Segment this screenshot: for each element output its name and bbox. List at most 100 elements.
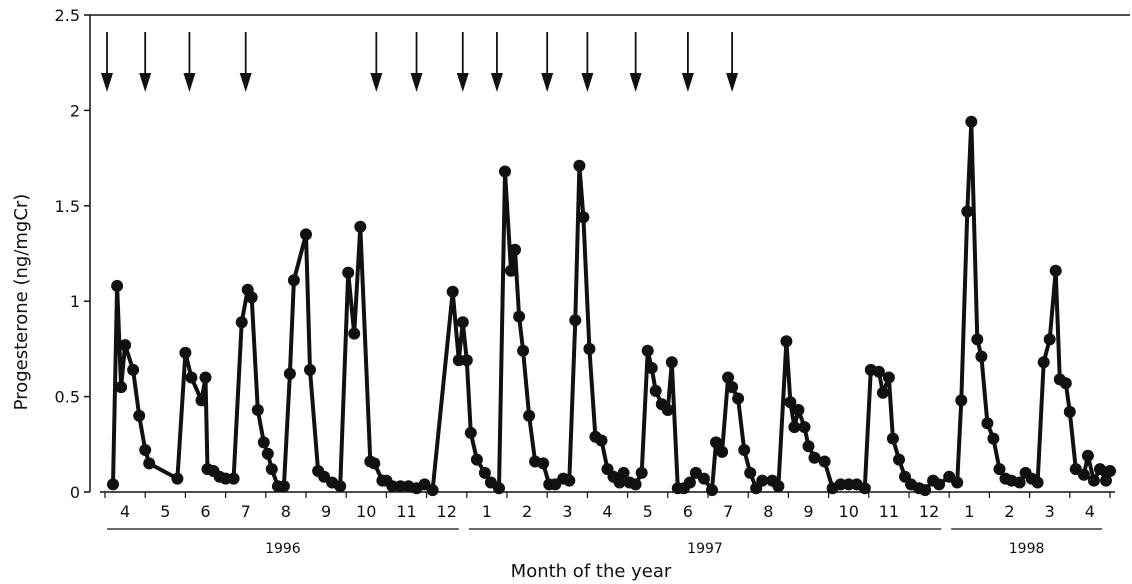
data-point	[772, 480, 785, 493]
month-label: 3	[562, 502, 572, 521]
month-label: 8	[281, 502, 291, 521]
data-point	[342, 266, 355, 279]
data-point	[195, 394, 208, 407]
data-point	[1094, 463, 1106, 476]
data-point	[629, 478, 642, 491]
y-axis: 0 0.5 1 1.5 2 2.5	[55, 6, 90, 502]
arrow-marker	[183, 32, 196, 92]
month-label: 6	[200, 502, 210, 521]
data-point	[1031, 476, 1044, 489]
month-label: 6	[683, 502, 693, 521]
data-point	[493, 482, 505, 495]
data-point	[348, 327, 361, 340]
month-label: 4	[602, 502, 612, 521]
data-point	[185, 371, 198, 384]
y-axis-title: Progesterone (ng/mgCr)	[11, 194, 32, 411]
data-point	[726, 381, 739, 394]
data-point	[537, 457, 550, 470]
data-point	[792, 404, 805, 416]
month-label: 12	[919, 502, 939, 521]
data-point	[509, 243, 521, 256]
data-point	[1049, 264, 1062, 277]
data-point	[277, 480, 290, 493]
data-point	[470, 453, 483, 466]
data-point	[1100, 474, 1112, 487]
data-point	[143, 457, 156, 470]
month-label: 10	[839, 502, 859, 521]
data-point	[1043, 333, 1056, 346]
data-point	[115, 381, 128, 394]
y-tick-label: 1	[70, 292, 80, 311]
data-point	[1037, 356, 1050, 369]
data-point	[563, 474, 576, 487]
data-point	[577, 211, 590, 224]
data-point	[635, 466, 648, 479]
data-point	[573, 159, 586, 172]
month-label: 12	[437, 502, 457, 521]
data-point	[235, 316, 248, 329]
data-point	[858, 482, 871, 495]
data-point	[354, 220, 367, 233]
arrow-marker	[541, 32, 554, 92]
data-point	[517, 344, 530, 357]
month-label: 1	[964, 502, 974, 521]
month-label: 5	[643, 502, 653, 521]
data-point	[107, 478, 119, 491]
data-point	[446, 285, 459, 298]
x-axis-title: Month of the year	[511, 561, 672, 582]
data-point	[971, 333, 984, 346]
data-point	[886, 432, 899, 445]
data-point	[595, 434, 608, 447]
arrow-marker	[410, 32, 423, 92]
data-point	[304, 363, 316, 376]
data-point	[961, 205, 974, 218]
data-point	[798, 421, 811, 434]
data-point	[456, 316, 469, 329]
y-tick-label: 2	[70, 101, 80, 120]
data-point	[756, 474, 769, 487]
month-label: 4	[120, 502, 130, 521]
data-point	[265, 463, 278, 476]
data-point	[716, 445, 729, 458]
data-point	[1081, 449, 1094, 462]
data-point	[738, 444, 751, 456]
data-point	[882, 371, 895, 384]
arrow-marker	[370, 32, 383, 92]
data-point	[893, 453, 905, 466]
data-point	[171, 472, 184, 485]
data-point	[641, 344, 654, 357]
data-point	[1013, 476, 1026, 489]
arrow-marker	[101, 32, 114, 92]
month-label: 5	[160, 502, 170, 521]
data-point	[706, 484, 718, 497]
month-label: 7	[723, 502, 733, 521]
data-point	[119, 339, 132, 352]
series-layer	[107, 115, 1116, 497]
arrow-marker	[490, 32, 503, 92]
data-point	[919, 484, 932, 497]
data-point	[460, 354, 473, 367]
month-label: 8	[763, 502, 773, 521]
data-point	[780, 335, 793, 348]
data-point	[283, 367, 296, 380]
data-point	[788, 421, 801, 434]
data-point	[665, 356, 678, 369]
data-point	[732, 392, 745, 405]
data-point	[955, 394, 968, 407]
data-point	[127, 363, 140, 376]
year-label: 1997	[687, 541, 723, 557]
data-point	[245, 291, 258, 304]
data-point	[478, 466, 491, 479]
month-label: 2	[1004, 502, 1014, 521]
arrow-marker	[139, 32, 152, 92]
arrow-marker	[681, 32, 694, 92]
data-point	[876, 386, 889, 399]
data-point	[784, 396, 797, 409]
data-point	[287, 274, 300, 287]
data-point	[1077, 468, 1090, 481]
data-point	[722, 371, 735, 384]
data-point	[261, 447, 274, 460]
data-point	[617, 466, 630, 479]
data-point	[1063, 405, 1076, 418]
